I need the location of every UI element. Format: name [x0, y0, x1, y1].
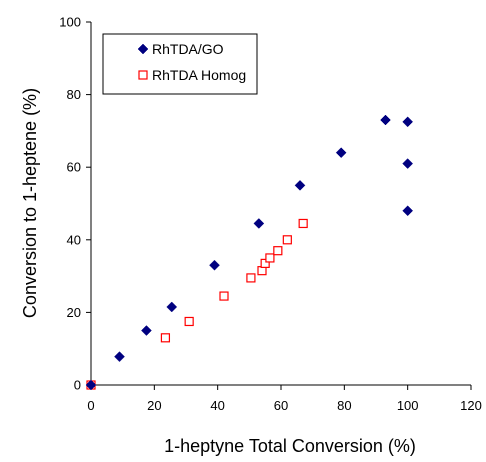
rhtda-homog-point [282, 235, 292, 245]
ticks: 0 20 40 60 80 100 120 0 20 40 60 80 100 [59, 15, 482, 414]
y-tick-label: 100 [59, 15, 81, 30]
x-tick-label: 40 [210, 398, 224, 413]
legend-diamond-marker [137, 43, 149, 55]
rhtda-go-point [141, 325, 152, 336]
rhtda-homog-point [273, 246, 283, 256]
y-tick-label: 0 [74, 378, 81, 393]
y-tick-label: 40 [67, 232, 81, 247]
rhtda-homog-point [260, 258, 270, 268]
rhtda-go-point [253, 218, 265, 229]
legend-items: RhTDA/GO RhTDA Homog [137, 41, 246, 83]
rhtda-go-point [402, 158, 414, 169]
y-tick-label: 80 [67, 87, 81, 102]
legend-label: RhTDA/GO [152, 41, 224, 57]
y-tick-label: 20 [67, 305, 81, 320]
x-tick-label: 20 [147, 398, 161, 413]
rhtda-homog-point [184, 316, 194, 327]
x-tick-label: 120 [460, 398, 482, 413]
x-tick-label: 60 [274, 398, 288, 413]
x-axis-title: 1-heptyne Total Conversion (%) [164, 436, 416, 456]
rhtda-go-point [209, 259, 220, 271]
rhtda-go-point [380, 114, 391, 126]
x-tick-label: 0 [87, 398, 94, 413]
rhtda-go-point [294, 179, 306, 191]
y-tick-label: 60 [67, 160, 81, 175]
legend-label: RhTDA Homog [152, 67, 246, 83]
rhtda-homog-point [298, 218, 308, 229]
rhtda-go-point [166, 301, 178, 313]
data-marks [85, 114, 414, 391]
rhtda-homog-point [265, 253, 275, 263]
legend-box [102, 33, 258, 95]
x-tick-label: 100 [397, 398, 419, 413]
rhtda-go-point [85, 379, 97, 391]
x-tick-label: 80 [337, 398, 351, 413]
y-axis-title: Conversion to 1-heptene (%) [20, 88, 40, 318]
legend: RhTDA/GO RhTDA Homog [102, 33, 258, 95]
rhtda-homog-point [246, 273, 256, 283]
rhtda-go-point [402, 205, 414, 217]
rhtda-go-point [114, 351, 125, 363]
rhtda-homog-point [219, 291, 229, 301]
rhtda-go-point [335, 147, 347, 159]
rhtda-go-point [402, 116, 414, 128]
legend-square-marker [138, 70, 148, 80]
rhtda-homog-point [160, 333, 171, 343]
